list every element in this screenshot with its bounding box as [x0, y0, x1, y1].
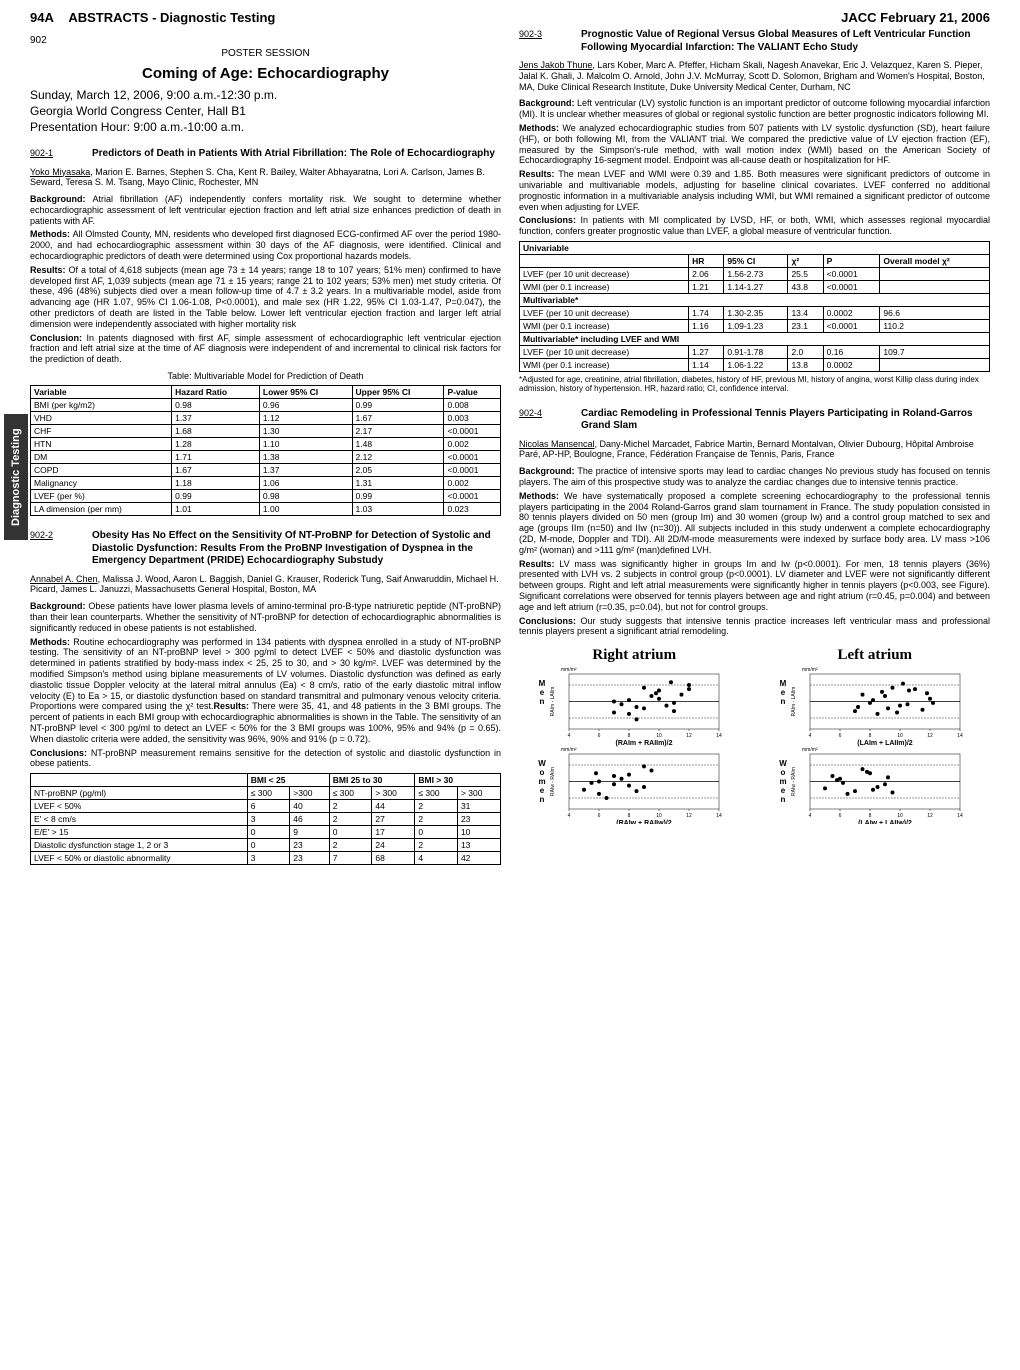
- methods-text: Methods: Routine echocardiography was pe…: [30, 637, 501, 745]
- multivariable-table: VariableHazard RatioLower 95% CIUpper 95…: [30, 385, 501, 516]
- svg-text:10: 10: [656, 813, 662, 819]
- svg-text:(RAIm + RAIIm)/2: (RAIm + RAIIm)/2: [616, 740, 673, 747]
- svg-text:14: 14: [957, 813, 963, 819]
- methods-text: Methods: All Olmsted County, MN, residen…: [30, 229, 501, 261]
- scatter-figures: Right atrium 468101214(RAIm + RAIIm)/2Me…: [519, 647, 990, 826]
- svg-text:RAIw - RAIm: RAIw - RAIm: [550, 767, 556, 796]
- svg-text:12: 12: [927, 813, 933, 819]
- session-location: Georgia World Congress Center, Hall B1: [30, 104, 501, 118]
- svg-text:4: 4: [568, 733, 571, 739]
- svg-text:o: o: [540, 768, 545, 777]
- abstract-title: Predictors of Death in Patients With Atr…: [92, 148, 495, 161]
- svg-text:(LAIw + LAIIw)/2: (LAIw + LAIIw)/2: [858, 820, 912, 824]
- svg-text:RAIm - LAIlm: RAIm - LAIlm: [550, 687, 556, 717]
- svg-text:mm/m²: mm/m²: [561, 747, 577, 753]
- abstract-authors: Annabel A. Chen, Malissa J. Wood, Aaron …: [30, 574, 501, 596]
- svg-text:14: 14: [716, 733, 722, 739]
- svg-text:(LAIm + LAIIm)/2: (LAIm + LAIIm)/2: [857, 740, 913, 747]
- svg-text:6: 6: [598, 813, 601, 819]
- svg-text:6: 6: [838, 813, 841, 819]
- svg-text:M: M: [779, 679, 786, 688]
- session-datetime: Sunday, March 12, 2006, 9:00 a.m.-12:30 …: [30, 88, 501, 102]
- svg-text:12: 12: [686, 733, 692, 739]
- svg-text:mm/m²: mm/m²: [802, 747, 818, 753]
- svg-text:W: W: [779, 759, 787, 768]
- svg-text:8: 8: [628, 813, 631, 819]
- svg-text:e: e: [540, 688, 545, 697]
- svg-text:RAIw - RAIm: RAIw - RAIm: [791, 767, 797, 796]
- poster-label: POSTER SESSION: [30, 48, 501, 59]
- svg-text:12: 12: [686, 813, 692, 819]
- conclusions-text: Conclusions: In patients with MI complic…: [519, 215, 990, 237]
- session-hour: Presentation Hour: 9:00 a.m.-10:00 a.m.: [30, 120, 501, 134]
- methods-text: Methods: We analyzed echocardiographic s…: [519, 123, 990, 166]
- svg-text:n: n: [780, 697, 785, 706]
- results-text: Results: LV mass was significantly highe…: [519, 559, 990, 613]
- conclusions-text: Conclusions: NT-proBNP measurement remai…: [30, 748, 501, 770]
- page-number: 94A: [30, 10, 54, 25]
- univariable-table: UnivariableHR95% CIχ²POverall model χ²LV…: [519, 241, 990, 372]
- abstract-title: Prognostic Value of Regional Versus Glob…: [581, 29, 990, 54]
- abstract-title: Cardiac Remodeling in Professional Tenni…: [581, 408, 990, 433]
- svg-text:12: 12: [927, 733, 933, 739]
- abstract-id: 902-2: [30, 530, 62, 568]
- svg-text:14: 14: [716, 813, 722, 819]
- table-footnote: *Adjusted for age, creatinine, atrial fi…: [519, 376, 990, 394]
- methods-text: Methods: We have systematically proposed…: [519, 491, 990, 556]
- table-title: Table: Multivariable Model for Predictio…: [30, 371, 501, 381]
- results-text: Results: The mean LVEF and WMI were 0.39…: [519, 169, 990, 212]
- abstract-id: 902-1: [30, 148, 62, 161]
- background-text: Background: Left ventricular (LV) systol…: [519, 98, 990, 120]
- svg-text:m: m: [539, 777, 546, 786]
- page-header: 94A ABSTRACTS - Diagnostic Testing JACC …: [30, 10, 990, 25]
- svg-text:8: 8: [628, 733, 631, 739]
- bmi-table: BMI < 25BMI 25 to 30BMI > 30NT-proBNP (p…: [30, 773, 501, 865]
- svg-text:4: 4: [808, 733, 811, 739]
- svg-text:4: 4: [808, 813, 811, 819]
- svg-text:e: e: [781, 688, 786, 697]
- svg-text:M: M: [539, 679, 546, 688]
- left-atrium-figure: Left atrium 468101214(LAIm + LAIIm)/2Men…: [775, 647, 975, 826]
- svg-text:e: e: [781, 786, 786, 795]
- abstract-authors: Nicolas Mansencal, Dany-Michel Marcadet,…: [519, 439, 990, 461]
- section-name: ABSTRACTS - Diagnostic Testing: [68, 10, 275, 25]
- svg-text:m: m: [779, 777, 786, 786]
- abstract-authors: Jens Jakob Thune, Lars Kober, Marc A. Pf…: [519, 60, 990, 92]
- session-number: 902: [30, 35, 501, 46]
- svg-text:10: 10: [897, 813, 903, 819]
- svg-text:6: 6: [838, 733, 841, 739]
- svg-text:10: 10: [897, 733, 903, 739]
- svg-text:(RAIw + RAIIw)/2: (RAIw + RAIIw)/2: [617, 820, 673, 824]
- svg-text:mm/m²: mm/m²: [802, 667, 818, 673]
- svg-text:8: 8: [868, 733, 871, 739]
- svg-text:n: n: [540, 697, 545, 706]
- svg-text:n: n: [780, 795, 785, 804]
- svg-text:4: 4: [568, 813, 571, 819]
- svg-text:RAIm - LAIlm: RAIm - LAIlm: [791, 687, 797, 717]
- background-text: Background: The practice of intensive sp…: [519, 466, 990, 488]
- svg-text:14: 14: [957, 733, 963, 739]
- abstract-id: 902-4: [519, 408, 551, 433]
- session-title: Coming of Age: Echocardiography: [30, 65, 501, 82]
- journal-date: JACC February 21, 2006: [841, 10, 990, 25]
- conclusions-text: Conclusions: Our study suggests that int…: [519, 616, 990, 638]
- sidebar-category: Diagnostic Testing: [4, 414, 28, 540]
- results-text: Results: Of a total of 4,618 subjects (m…: [30, 265, 501, 330]
- svg-text:e: e: [540, 786, 545, 795]
- svg-text:o: o: [780, 768, 785, 777]
- svg-text:10: 10: [656, 733, 662, 739]
- abstract-id: 902-3: [519, 29, 551, 54]
- svg-text:6: 6: [598, 733, 601, 739]
- conclusion-text: Conclusion: In patents diagnosed with fi…: [30, 333, 501, 365]
- svg-text:n: n: [540, 795, 545, 804]
- svg-text:mm/m²: mm/m²: [561, 667, 577, 673]
- svg-text:8: 8: [868, 813, 871, 819]
- background-text: Background: Obese patients have lower pl…: [30, 601, 501, 633]
- right-atrium-figure: Right atrium 468101214(RAIm + RAIIm)/2Me…: [534, 647, 734, 826]
- abstract-authors: Yoko Miyasaka, Marion E. Barnes, Stephen…: [30, 167, 501, 189]
- svg-text:W: W: [538, 759, 546, 768]
- background-text: Background: Atrial fibrillation (AF) ind…: [30, 194, 501, 226]
- abstract-title: Obesity Has No Effect on the Sensitivity…: [92, 530, 501, 568]
